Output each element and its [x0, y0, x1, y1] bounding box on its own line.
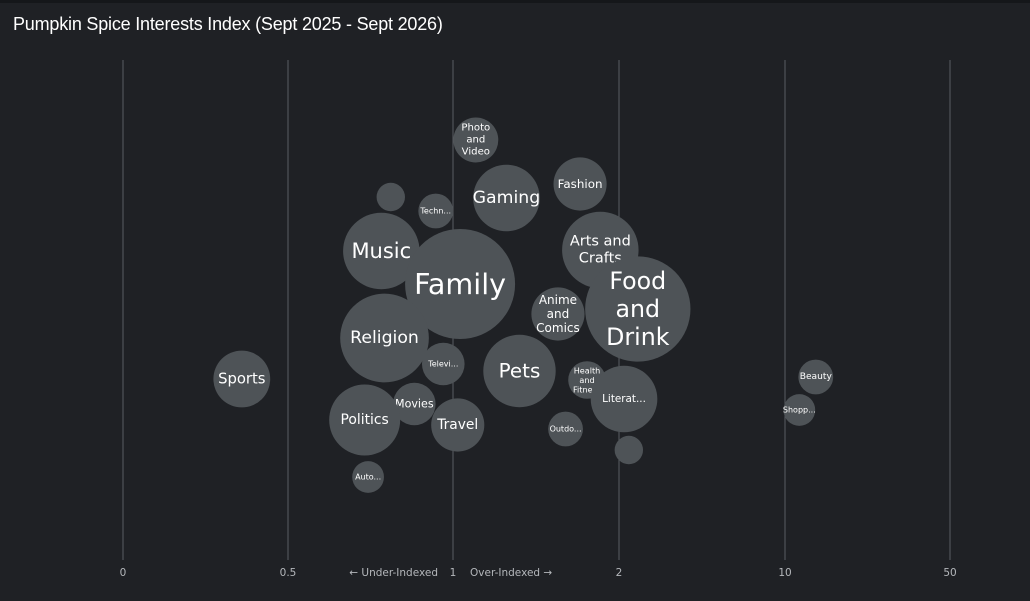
bubble-label: and — [466, 135, 485, 146]
bubble-circle — [340, 293, 429, 383]
bubble-circle — [405, 229, 516, 339]
bubble-label: Comics — [536, 321, 580, 335]
bubble-literat: Literat... — [590, 365, 658, 433]
bubble-family: Family — [405, 229, 516, 339]
under-indexed-label: ← Under-Indexed — [349, 567, 438, 579]
bubble-movies: Movies — [393, 382, 436, 426]
bubble-label: Food — [609, 267, 666, 295]
x-tick-label: 0 — [120, 567, 127, 579]
bubble-label: Televi... — [427, 360, 458, 369]
bubble-label: Video — [462, 146, 490, 157]
bubble-circle — [798, 359, 834, 395]
bubble-travel: Travel — [431, 398, 485, 452]
bubble-circle — [376, 182, 405, 212]
bubble-label: Fitness — [573, 385, 601, 395]
bubble-label: Sports — [218, 371, 265, 388]
x-tick-label: 2 — [616, 567, 623, 579]
bubble-shopp: Shopp... — [783, 394, 816, 426]
bubble-label: Politics — [341, 412, 389, 428]
bubble-gaming: Gaming — [473, 164, 541, 232]
x-tick-label: 1 — [450, 567, 457, 579]
bubble-label: Gaming — [473, 188, 541, 208]
window-top-strip — [0, 0, 1030, 3]
bubble-label: Music — [351, 239, 411, 263]
bubble-label: Fashion — [558, 177, 603, 191]
bubble-circle — [783, 394, 816, 426]
bubble-label: Auto... — [355, 473, 381, 482]
bubble-politics: Politics — [329, 384, 401, 456]
bubble-label: Beauty — [800, 372, 833, 382]
bubble-label: Literat... — [602, 393, 646, 405]
bubble-auto: Auto... — [352, 461, 384, 493]
bubble-pets: Pets — [483, 334, 556, 408]
bubble-label: Health — [574, 365, 601, 375]
bubble-circle — [343, 212, 420, 290]
bubble-circle — [473, 164, 540, 232]
bubble-circle — [553, 157, 607, 211]
chart-title: Pumpkin Spice Interests Index (Sept 2025… — [13, 14, 443, 34]
x-tick-label: 0.5 — [280, 567, 297, 579]
x-tick-label: 50 — [943, 567, 956, 579]
bubble-circle — [418, 193, 454, 229]
bubble-circle — [590, 365, 658, 433]
bubble-circle — [548, 411, 583, 447]
bubble-fashion: Fashion — [553, 157, 607, 211]
bubble-religion: Religion — [340, 293, 429, 383]
bubble-label: Drink — [606, 323, 670, 351]
bubble-televi: Televi... — [421, 342, 465, 386]
bubble-label: Pets — [499, 360, 541, 383]
bubble-techn: Techn... — [418, 193, 454, 229]
bubble-circle — [213, 350, 271, 408]
bubble-circle — [329, 384, 401, 456]
bubble-label: Family — [414, 267, 506, 301]
bubble-circle — [614, 435, 644, 465]
bubble-circle — [421, 342, 465, 386]
bubble-unlabeled-2 — [376, 182, 405, 212]
bubble-label: Anime — [539, 293, 577, 307]
bubble-beauty: Beauty — [798, 359, 834, 395]
bubble-label: Religion — [350, 328, 419, 348]
bubble-sports: Sports — [213, 350, 271, 408]
bubble-circle — [531, 287, 585, 341]
bubble-outdo: Outdo... — [548, 411, 583, 447]
bubble-label: Techn... — [419, 207, 451, 216]
x-tick-label: 10 — [778, 567, 791, 579]
bubble-unlabeled-22 — [614, 435, 644, 465]
bubble-label: Photo — [461, 123, 490, 134]
bubble-circle — [453, 117, 499, 163]
bubble-circle — [393, 382, 436, 426]
bubble-label: Shopp... — [783, 406, 816, 415]
bubble-label: and — [547, 307, 570, 321]
bubble-label: Travel — [436, 417, 478, 433]
over-indexed-label: Over-Indexed → — [470, 567, 552, 579]
bubble-label: Outdo... — [550, 425, 582, 434]
bubble-circle — [585, 256, 691, 362]
bubble-circle — [431, 398, 485, 452]
bubble-label: Movies — [395, 398, 434, 411]
bubble-circle — [483, 334, 556, 408]
bubble-music: Music — [343, 212, 420, 290]
bubble-circle — [352, 461, 384, 493]
bubble-label: and — [616, 295, 661, 323]
bubble-label: Crafts — [579, 251, 622, 267]
bubble-label: and — [579, 375, 594, 385]
bubble-label: Arts and — [570, 233, 631, 249]
